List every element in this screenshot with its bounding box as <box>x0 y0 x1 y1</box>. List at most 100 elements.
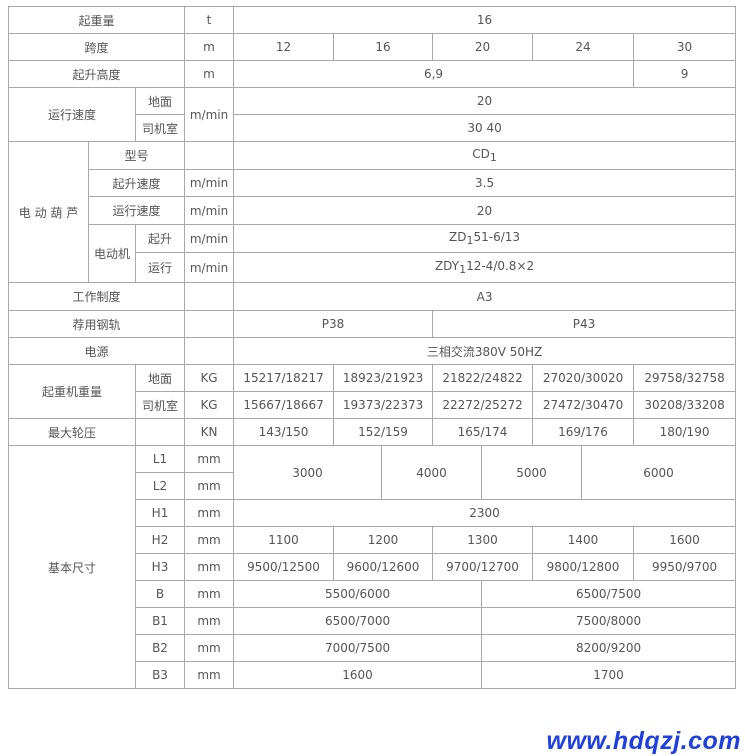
dim-name: B <box>134 580 186 608</box>
dim-unit: mm <box>184 445 235 473</box>
dim-H2-value: 1200 <box>333 526 434 554</box>
row-dim-H1: H1 mm 2300 <box>9 499 737 527</box>
dim-name: L1 <box>134 445 186 473</box>
motor-subscript: 1 <box>459 263 467 276</box>
capacity-label: 起重量 <box>7 6 186 34</box>
motor-value: ZDY112-4/0.8×2 <box>233 252 737 283</box>
motor-sub: 运行 <box>134 252 186 283</box>
dim-name: H2 <box>134 526 186 554</box>
dim-H2-value: 1100 <box>233 526 335 554</box>
travel-speed-value: 30 40 <box>233 114 737 142</box>
span-unit: m <box>184 33 235 61</box>
dim-unit: mm <box>184 526 235 554</box>
rail-value: P43 <box>432 310 737 338</box>
dim-L-value: 4000 <box>381 445 483 500</box>
row-motor-lift: 电动机 起升 m/min ZD151-6/13 <box>9 224 737 283</box>
span-value: 12 <box>233 33 335 61</box>
motor-sub: 起升 <box>134 224 186 253</box>
hoist-travel-speed-unit: m/min <box>184 196 235 225</box>
dim-H3-value: 9600/12600 <box>333 553 434 581</box>
duty-value: A3 <box>233 282 737 311</box>
dim-unit: mm <box>184 634 235 662</box>
dim-H3-value: 9800/12800 <box>532 553 635 581</box>
wheel-load-sub <box>134 418 186 446</box>
dim-unit: mm <box>184 553 235 581</box>
dim-H2-value: 1300 <box>432 526 534 554</box>
motor-suffix: 12-4/0.8×2 <box>466 259 535 273</box>
motor-prefix: ZD <box>449 230 467 244</box>
capacity-unit: t <box>184 6 235 34</box>
duty-unit <box>184 282 235 311</box>
crane-weight-value: 18923/21923 <box>333 364 434 392</box>
motor-subscript: 1 <box>466 234 474 247</box>
row-duty: 工作制度 A3 <box>7 282 737 311</box>
power-unit <box>184 337 235 365</box>
row-hoist-lift-speed: 起升速度 m/min 3.5 <box>9 169 737 197</box>
dim-H3-value: 9950/9700 <box>633 553 737 581</box>
span-value: 24 <box>532 33 635 61</box>
crane-weight-unit: KG <box>184 364 235 392</box>
span-value: 16 <box>333 33 434 61</box>
watermark-logo: www.hdqzj.com <box>546 727 741 755</box>
rail-unit <box>184 310 235 338</box>
motor-unit: m/min <box>184 224 235 253</box>
dim-B3-value: 1700 <box>481 661 737 689</box>
travel-speed-sub: 司机室 <box>134 114 186 142</box>
dim-unit: mm <box>184 472 235 500</box>
dim-L-value: 3000 <box>233 445 383 500</box>
crane-weight-value: 27472/30470 <box>532 391 635 419</box>
motor-value: ZD151-6/13 <box>233 224 737 253</box>
dim-unit: mm <box>184 607 235 635</box>
dim-B2-value: 7000/7500 <box>233 634 483 662</box>
row-dim-B1: B1 mm 6500/7000 7500/8000 <box>9 607 737 635</box>
dim-name: B2 <box>134 634 186 662</box>
row-capacity: 起重量 t 16 <box>7 6 737 34</box>
dim-H2-value: 1400 <box>532 526 635 554</box>
wheel-load-value: 165/174 <box>432 418 534 446</box>
motor-suffix: 51-6/13 <box>473 230 521 244</box>
row-dim-L1: 基本尺寸 L1 mm 3000 4000 5000 6000 <box>8 445 737 689</box>
crane-weight-value: 15667/18667 <box>233 391 335 419</box>
lift-height-unit: m <box>184 60 235 88</box>
dim-name: B3 <box>134 661 186 689</box>
dim-H2-value: 1600 <box>633 526 737 554</box>
dim-B2-value: 8200/9200 <box>481 634 737 662</box>
row-span: 跨度 m 12 16 20 24 30 <box>7 33 737 61</box>
row-weight-ground: 起重机重量 地面 KG 15217/18217 18923/21923 2182… <box>8 364 737 419</box>
spec-table: 起重量 t 16 跨度 m 12 16 20 24 30 起升高度 m 6,9 … <box>7 6 737 689</box>
dim-H3-value: 9700/12700 <box>432 553 534 581</box>
wheel-load-unit: KN <box>184 418 235 446</box>
motor-label: 电动机 <box>88 224 136 283</box>
rail-label: 荐用钢轨 <box>7 310 186 338</box>
crane-weight-value: 15217/18217 <box>233 364 335 392</box>
row-wheel-load: 最大轮压 KN 143/150 152/159 165/174 169/176 … <box>8 418 737 446</box>
row-power: 电源 三相交流380V 50HZ <box>7 337 737 365</box>
dim-unit: mm <box>184 661 235 689</box>
crane-weight-value: 19373/22373 <box>333 391 434 419</box>
span-value: 20 <box>432 33 534 61</box>
row-rail: 荐用钢轨 P38 P43 <box>7 310 737 338</box>
lift-height-value: 9 <box>633 60 737 88</box>
dim-name: H3 <box>134 553 186 581</box>
crane-weight-value: 21822/24822 <box>432 364 534 392</box>
lift-height-label: 起升高度 <box>7 60 186 88</box>
dim-unit: mm <box>184 499 235 527</box>
motor-prefix: ZDY <box>434 259 460 273</box>
travel-speed-unit: m/min <box>184 87 235 142</box>
dim-B1-value: 6500/7000 <box>233 607 483 635</box>
row-hoist-model: 电 动 葫 芦 型号 CD1 <box>8 141 737 283</box>
model-text: CD <box>472 147 490 161</box>
dim-B1-value: 7500/8000 <box>481 607 737 635</box>
hoist-label: 电 动 葫 芦 <box>8 141 89 283</box>
dim-name: L2 <box>134 472 186 500</box>
hoist-model-value: CD1 <box>233 141 737 170</box>
duty-label: 工作制度 <box>7 282 186 311</box>
travel-speed-value: 20 <box>233 87 737 115</box>
row-travel-speed-cab: 司机室 30 40 <box>9 114 737 142</box>
hoist-model-label: 型号 <box>87 141 186 170</box>
row-dim-B2: B2 mm 7000/7500 8200/9200 <box>9 634 737 662</box>
wheel-load-value: 169/176 <box>532 418 635 446</box>
hoist-travel-speed-label: 运行速度 <box>87 196 186 225</box>
dim-B-value: 5500/6000 <box>233 580 483 608</box>
row-lift-height: 起升高度 m 6,9 9 <box>7 60 737 88</box>
